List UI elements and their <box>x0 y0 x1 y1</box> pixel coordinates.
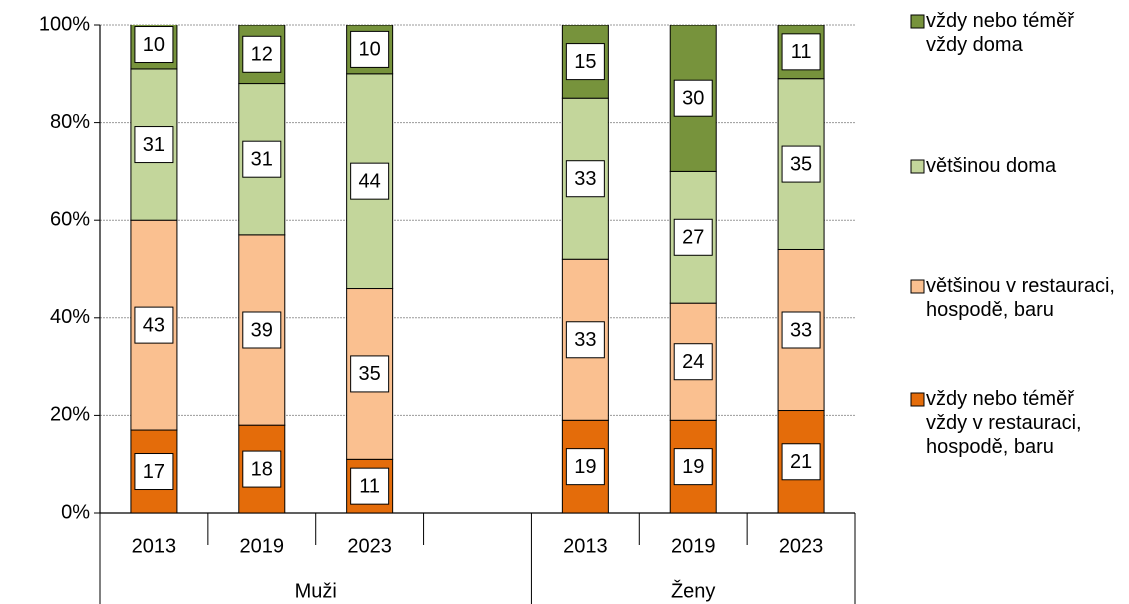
data-label: 24 <box>682 351 704 373</box>
data-label-box <box>781 145 821 183</box>
y-tick-label: 80% <box>50 111 90 133</box>
data-label: 31 <box>143 134 165 156</box>
legend-label: většinou v restauraci, hospodě, baru <box>926 275 1115 321</box>
legend-swatch <box>910 392 925 407</box>
data-label: 35 <box>790 153 812 175</box>
data-label-box <box>565 321 605 359</box>
data-label-box <box>565 448 605 486</box>
data-label: 33 <box>574 329 596 351</box>
labels: 0% 20% 40% 60% 80% 100% 2013 2019 2023 2013 2019 20… <box>39 10 1115 602</box>
data-label: 31 <box>251 148 273 170</box>
data-label: 15 <box>574 51 596 73</box>
legend-entry: většinou v restauraci, hospodě, baru <box>926 275 1115 321</box>
legend-swatch <box>910 159 925 174</box>
data-label-box <box>350 355 390 393</box>
data-label: 35 <box>359 363 381 385</box>
data-label: 33 <box>574 168 596 190</box>
x-tick-label: 2023 <box>779 535 824 557</box>
y-tick-label: 20% <box>50 404 90 426</box>
data-label-box <box>781 443 821 481</box>
legend-entry: vždy nebo téměř vždy doma <box>926 10 1074 56</box>
data-label: 19 <box>682 456 704 478</box>
legend-label: vždy nebo téměř vždy doma <box>926 10 1074 56</box>
data-label: 19 <box>574 456 596 478</box>
grid <box>94 24 856 604</box>
legend-swatch <box>910 279 925 294</box>
data-label-box <box>565 43 605 81</box>
x-tick-label: 2013 <box>563 535 608 557</box>
data-label: 43 <box>143 314 165 336</box>
data-label: 39 <box>251 319 273 341</box>
x-tick-label: 2019 <box>240 535 285 557</box>
legend-entry: většinou doma <box>926 155 1057 177</box>
legend-label: vždy nebo téměř vždy v restauraci, hospo… <box>926 388 1082 458</box>
data-label-box <box>134 126 174 164</box>
x-tick-label: 2013 <box>132 535 177 557</box>
data-label: 33 <box>790 319 812 341</box>
data-label: 11 <box>791 41 812 63</box>
data-label-box <box>673 343 713 381</box>
data-label-box <box>673 79 713 117</box>
y-tick-label: 40% <box>50 306 90 328</box>
data-label-box <box>350 467 390 505</box>
y-tick-label: 0% <box>61 501 90 523</box>
group-label: Muži <box>295 580 337 602</box>
legend-swatch <box>910 14 925 29</box>
y-tick-label: 60% <box>50 208 90 230</box>
data-label: 17 <box>143 461 165 483</box>
data-label-box <box>781 33 821 71</box>
data-label: 11 <box>359 475 380 497</box>
data-label: 10 <box>359 39 381 61</box>
data-label-box <box>242 450 282 488</box>
data-label-box <box>565 160 605 198</box>
data-label: 12 <box>251 44 273 66</box>
data-label-box <box>134 453 174 491</box>
bars <box>130 25 825 513</box>
x-tick-label: 2019 <box>671 535 716 557</box>
data-label: 27 <box>682 227 704 249</box>
data-label: 30 <box>682 87 704 109</box>
data-label-box <box>673 218 713 256</box>
data-label-box <box>134 26 174 64</box>
data-label-box <box>242 35 282 73</box>
data-label: 10 <box>143 34 165 56</box>
legend-label: většinou doma <box>926 155 1057 177</box>
data-label-box <box>350 30 390 68</box>
legend-entry: vždy nebo téměř vždy v restauraci, hospo… <box>926 388 1082 458</box>
data-label-box <box>242 311 282 349</box>
y-tick-label: 100% <box>39 13 90 35</box>
data-label-box <box>242 140 282 178</box>
data-label-box <box>350 162 390 200</box>
x-tick-label: 2023 <box>347 535 392 557</box>
data-label: 21 <box>790 451 812 473</box>
data-label-box <box>781 311 821 349</box>
data-label: 18 <box>251 458 273 480</box>
data-label-box <box>134 306 174 344</box>
data-label: 44 <box>359 170 381 192</box>
group-label: Ženy <box>671 579 715 602</box>
data-label-box <box>673 448 713 486</box>
